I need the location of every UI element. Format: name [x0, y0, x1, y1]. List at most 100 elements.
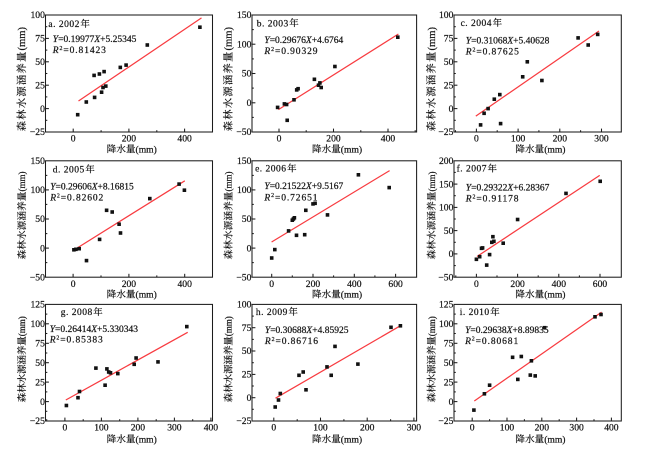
svg-text:R2=0.82602: R2=0.82602	[49, 194, 104, 204]
svg-text:c. 2004: c. 2004	[461, 19, 492, 29]
svg-text:75: 75	[35, 339, 45, 350]
svg-text:0: 0	[71, 279, 76, 290]
svg-text:75: 75	[242, 323, 252, 334]
svg-text:0: 0	[474, 134, 479, 145]
svg-text:0: 0	[40, 243, 45, 254]
svg-text:e. 2006: e. 2006	[255, 165, 286, 175]
svg-text:200: 200	[131, 423, 146, 434]
svg-text:R2=0.86716: R2=0.86716	[264, 337, 319, 347]
svg-text:(mm): (mm)	[224, 26, 235, 50]
svg-text:0: 0	[277, 134, 282, 145]
svg-text:200: 200	[122, 279, 137, 290]
svg-text:i. 2010: i. 2010	[460, 308, 490, 318]
svg-text:(mm): (mm)	[136, 434, 157, 445]
svg-text:75: 75	[444, 34, 454, 45]
svg-text:Y=0.30688X+4.85925: Y=0.30688X+4.85925	[265, 326, 349, 336]
svg-text:200: 200	[510, 279, 525, 290]
svg-text:Y=0.29676X+4.6764: Y=0.29676X+4.6764	[264, 36, 343, 46]
svg-text:−50: −50	[236, 127, 251, 138]
svg-text:200: 200	[122, 134, 137, 145]
svg-text:400: 400	[381, 134, 396, 145]
svg-text:R2=0.90329: R2=0.90329	[263, 47, 318, 57]
svg-text:50: 50	[444, 226, 454, 237]
svg-text:75: 75	[444, 339, 454, 350]
svg-text:25: 25	[444, 377, 454, 388]
svg-text:150: 150	[237, 156, 252, 167]
svg-text:(mm): (mm)	[17, 316, 27, 336]
svg-text:−25: −25	[438, 416, 453, 427]
svg-text:100: 100	[313, 423, 328, 434]
svg-text:300: 300	[167, 423, 182, 434]
svg-text:0: 0	[71, 134, 76, 145]
svg-text:200: 200	[360, 423, 375, 434]
svg-text:200: 200	[535, 423, 550, 434]
svg-text:0: 0	[40, 104, 45, 115]
svg-text:0: 0	[269, 279, 274, 290]
svg-text:0: 0	[247, 98, 252, 109]
svg-text:−25: −25	[438, 127, 453, 138]
svg-text:(mm): (mm)	[224, 172, 234, 192]
svg-text:100: 100	[439, 10, 454, 21]
svg-text:600: 600	[593, 279, 608, 290]
svg-text:50: 50	[242, 69, 252, 80]
svg-text:0: 0	[470, 423, 475, 434]
svg-text:Y=0.29638X+8.89835: Y=0.29638X+8.89835	[465, 326, 549, 336]
svg-text:R2=0.81423: R2=0.81423	[52, 46, 107, 56]
svg-text:100: 100	[237, 40, 252, 51]
svg-text:f. 2007: f. 2007	[457, 164, 487, 175]
svg-text:0: 0	[449, 249, 454, 260]
svg-text:(mm): (mm)	[427, 26, 438, 50]
svg-text:50: 50	[444, 358, 454, 369]
svg-text:25: 25	[444, 80, 454, 91]
svg-text:150: 150	[31, 156, 46, 167]
svg-text:50: 50	[444, 57, 454, 68]
svg-text:(mm): (mm)	[341, 434, 362, 445]
svg-text:125: 125	[31, 300, 46, 311]
svg-text:100: 100	[94, 423, 109, 434]
svg-text:Y=0.29606X+8.16815: Y=0.29606X+8.16815	[50, 183, 134, 193]
svg-text:0: 0	[247, 393, 252, 404]
svg-text:25: 25	[35, 80, 45, 91]
svg-text:400: 400	[204, 423, 219, 434]
svg-text:100: 100	[500, 423, 515, 434]
svg-text:Y=0.26414X+5.330343: Y=0.26414X+5.330343	[50, 325, 139, 335]
svg-text:a. 2002: a. 2002	[48, 20, 79, 30]
svg-text:Y=0.31068X+5.40628: Y=0.31068X+5.40628	[466, 37, 550, 47]
svg-text:−25: −25	[30, 416, 45, 427]
svg-text:300: 300	[569, 423, 584, 434]
svg-text:b. 2003: b. 2003	[257, 19, 289, 29]
svg-text:(mm): (mm)	[17, 26, 28, 50]
svg-text:600: 600	[388, 279, 403, 290]
svg-text:Y=0.29322X+6.28367: Y=0.29322X+6.28367	[466, 183, 550, 193]
svg-text:(mm): (mm)	[544, 144, 565, 155]
svg-text:R2=0.85383: R2=0.85383	[49, 335, 104, 345]
svg-text:d. 2005: d. 2005	[53, 166, 85, 176]
svg-text:(mm): (mm)	[224, 316, 234, 336]
svg-text:400: 400	[347, 279, 362, 290]
svg-text:100: 100	[237, 300, 252, 311]
svg-text:−25: −25	[30, 127, 45, 138]
svg-text:0: 0	[474, 279, 479, 290]
svg-text:50: 50	[242, 214, 252, 225]
svg-text:−50: −50	[30, 272, 45, 283]
svg-text:(mm): (mm)	[17, 172, 27, 192]
svg-text:400: 400	[552, 279, 567, 290]
svg-text:Y=0.21522X+9.5167: Y=0.21522X+9.5167	[264, 182, 343, 192]
svg-text:(mm): (mm)	[341, 290, 362, 301]
svg-text:−50: −50	[236, 272, 251, 283]
svg-text:R2=0.80681: R2=0.80681	[464, 337, 519, 347]
svg-text:200: 200	[553, 134, 568, 145]
svg-text:0: 0	[449, 104, 454, 115]
svg-text:0: 0	[449, 397, 454, 408]
svg-text:50: 50	[35, 358, 45, 369]
svg-text:0: 0	[40, 397, 45, 408]
svg-text:(mm): (mm)	[341, 144, 362, 155]
svg-text:(mm): (mm)	[136, 290, 157, 301]
svg-text:Y=0.19977X+5.25345: Y=0.19977X+5.25345	[53, 35, 137, 45]
svg-text:125: 125	[439, 300, 454, 311]
svg-text:200: 200	[439, 156, 454, 167]
svg-text:200: 200	[306, 279, 321, 290]
svg-text:−50: −50	[438, 272, 453, 283]
svg-text:100: 100	[31, 319, 46, 330]
svg-text:50: 50	[35, 57, 45, 68]
